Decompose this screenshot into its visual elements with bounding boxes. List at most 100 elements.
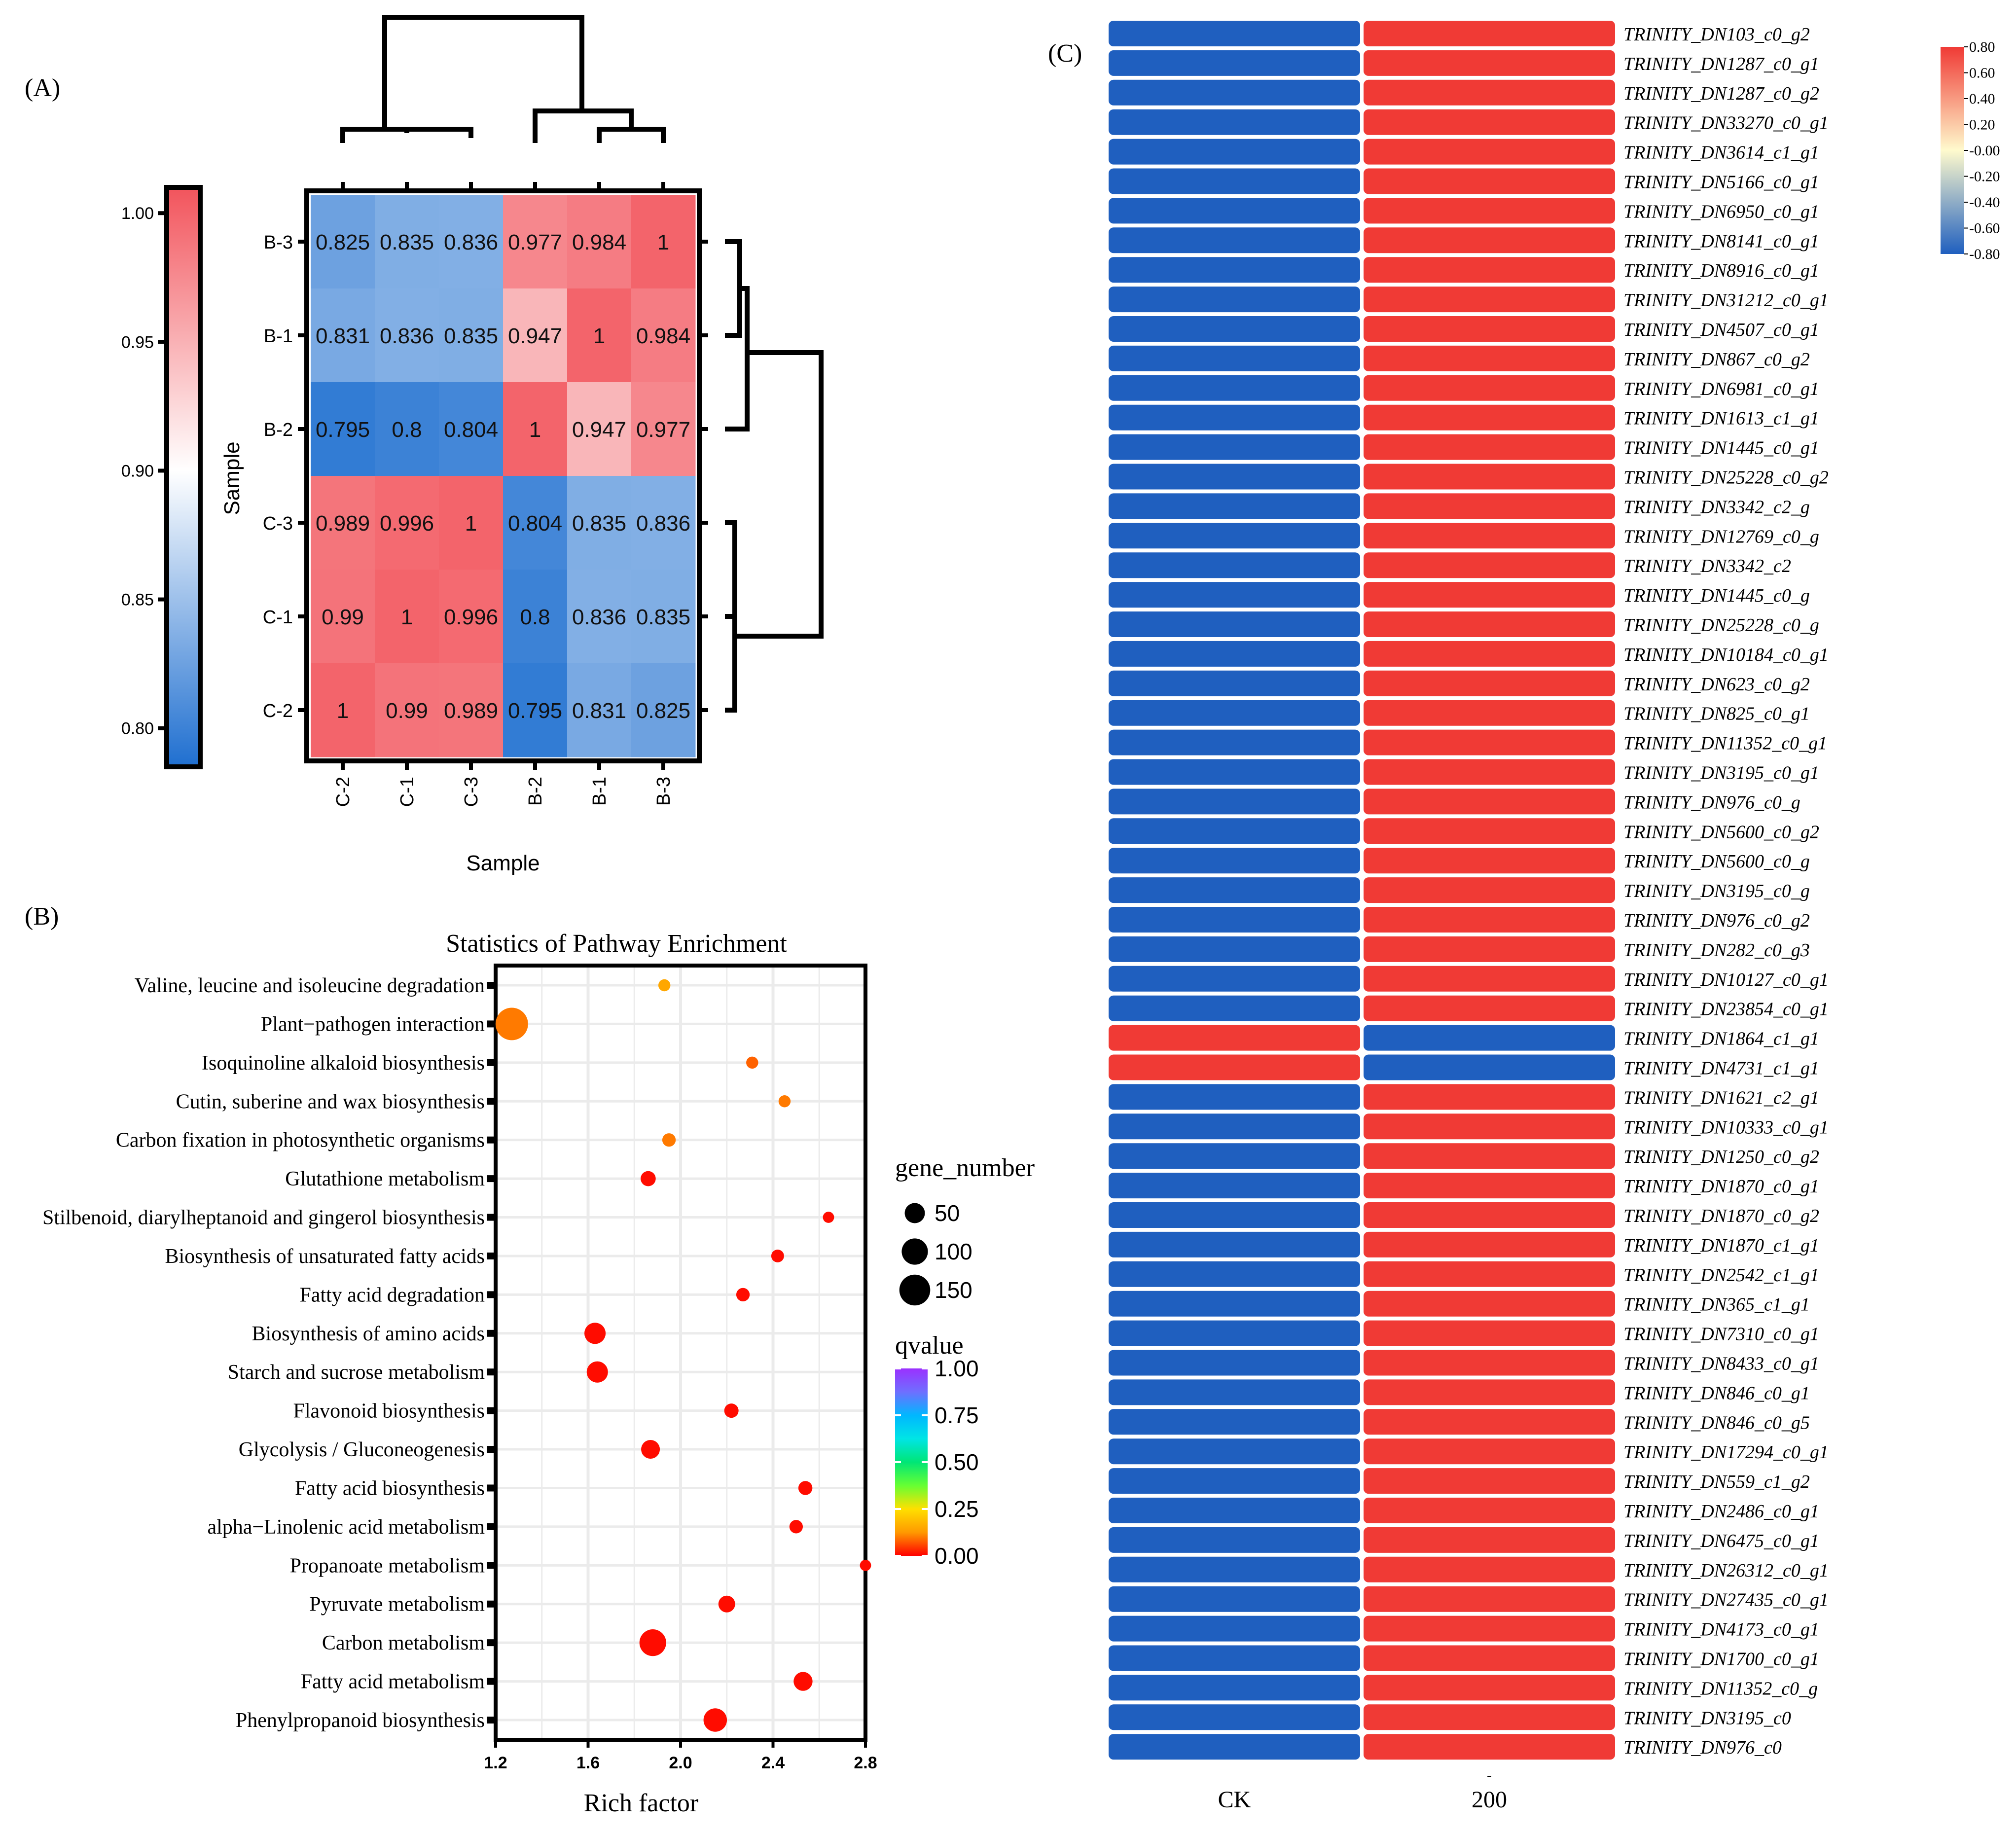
heatmap-cell (503, 288, 568, 383)
treatment-expression-cell (1364, 1113, 1615, 1140)
gene-label: TRINITY_DN1621_c2_g1 (1623, 1087, 1819, 1108)
pathway-label: Fatty acid biosynthesis (295, 1477, 485, 1500)
treatment-expression-cell (1364, 345, 1615, 371)
treatment-expression-cell (1364, 227, 1615, 253)
gene-label: TRINITY_DN4731_c1_g1 (1623, 1058, 1819, 1079)
colorbar-a-tick-label: 0.90 (121, 462, 154, 480)
heatmap-cell (631, 195, 696, 289)
pathway-label: Pyruvate metabolism (309, 1593, 485, 1616)
pathway-label: Isoquinoline alkaloid biosynthesis (202, 1052, 485, 1075)
treatment-expression-cell (1364, 1202, 1615, 1228)
gene-label: TRINITY_DN867_c0_g2 (1623, 349, 1810, 370)
heatmap-cell (631, 288, 696, 383)
heatmap-cell-value: 0.984 (636, 324, 690, 348)
colorbar-c-tick-label: -0.80 (1969, 246, 2000, 262)
col-label: B-2 (525, 777, 546, 806)
enrichment-point (495, 1007, 528, 1041)
treatment-expression-cell (1364, 552, 1615, 578)
gene-label: TRINITY_DN976_c0_g2 (1623, 910, 1810, 931)
heatmap-cell-value: 0.835 (444, 324, 498, 348)
heatmap-cell-value: 1 (529, 418, 541, 442)
heatmap-cell (375, 288, 439, 383)
size-legend-dot (904, 1203, 925, 1223)
x-axis-title: Rich factor (584, 1789, 698, 1817)
heatmap-cell-value: 0.836 (636, 511, 690, 536)
treatment-expression-cell (1364, 966, 1615, 992)
ck-expression-cell (1109, 1173, 1360, 1199)
treatment-expression-cell (1364, 50, 1615, 76)
treatment-expression-cell (1364, 1409, 1615, 1435)
size-legend-label: 100 (935, 1239, 972, 1264)
enrichment-point (641, 1171, 656, 1186)
gene-label: TRINITY_DN3342_c2_g (1623, 497, 1810, 517)
heatmap-cell (375, 663, 439, 757)
gene-label: TRINITY_DN5166_c0_g1 (1623, 172, 1819, 193)
panel-b-label: (B) (25, 902, 59, 931)
heatmap-cell-value: 0.99 (322, 605, 364, 629)
treatment-expression-cell (1364, 1645, 1615, 1671)
gene-label: TRINITY_DN33270_c0_g1 (1623, 113, 1829, 134)
ck-expression-cell (1109, 848, 1360, 874)
pathway-label: alpha−Linolenic acid metabolism (207, 1516, 485, 1539)
treatment-expression-cell (1364, 848, 1615, 874)
enrichment-point (584, 1323, 606, 1344)
treatment-expression-cell (1364, 995, 1615, 1021)
ck-expression-cell (1109, 966, 1360, 992)
colorbar-c-tick-label: -0.20 (1969, 169, 2000, 185)
gene-label: TRINITY_DN2486_c0_g1 (1623, 1501, 1819, 1522)
gene-label: TRINITY_DN10184_c0_g1 (1623, 645, 1829, 665)
heatmap-cell (439, 663, 504, 757)
treatment-expression-cell (1364, 1527, 1615, 1553)
ck-expression-cell (1109, 789, 1360, 815)
heatmap-cell (631, 570, 696, 664)
gene-label: TRINITY_DN1870_c0_g2 (1623, 1206, 1819, 1226)
heatmap-cell-value: 1 (593, 324, 605, 348)
ck-expression-cell (1109, 21, 1360, 46)
gene-label: TRINITY_DN11352_c0_g1 (1623, 733, 1827, 754)
enrichment-point (724, 1403, 739, 1418)
colorbar-a-tick-label: 0.85 (121, 591, 154, 610)
treatment-expression-cell (1364, 729, 1615, 755)
heatmap-cell-value: 1 (657, 230, 669, 254)
enrichment-point (703, 1708, 727, 1732)
heatmap-cell-value: 0.996 (380, 511, 434, 536)
ck-expression-cell (1109, 1025, 1360, 1051)
enrichment-point (793, 1672, 813, 1691)
column-tick-mark: - (1487, 1767, 1492, 1784)
heatmap-cell (311, 288, 375, 383)
ck-expression-cell (1109, 877, 1360, 903)
treatment-expression-cell (1364, 139, 1615, 165)
treatment-expression-cell (1364, 877, 1615, 903)
size-legend-title: gene_number (895, 1154, 1035, 1182)
x-tick-label: 1.6 (576, 1754, 600, 1772)
enrichment-point (860, 1559, 871, 1571)
colorbar-c-tick-label: -0.60 (1969, 220, 2000, 237)
treatment-expression-cell (1364, 582, 1615, 608)
qvalue-tick-label: 0.75 (935, 1402, 979, 1428)
gene-label: TRINITY_DN282_c0_g3 (1623, 940, 1810, 961)
gene-label: TRINITY_DN3195_c0_g1 (1623, 763, 1819, 784)
heatmap-cell (375, 476, 439, 570)
enrichment-point (586, 1361, 608, 1383)
heatmap-cell-value: 1 (465, 511, 477, 536)
treatment-expression-cell (1364, 1675, 1615, 1701)
heatmap-cell-value: 0.8 (520, 605, 550, 629)
row-dendrogram-branch (725, 286, 750, 431)
ck-expression-cell (1109, 1704, 1360, 1730)
heatmap-cell (503, 663, 568, 757)
enrichment-point (798, 1481, 813, 1495)
gene-label: TRINITY_DN5600_c0_g2 (1623, 822, 1819, 842)
ck-expression-cell (1109, 995, 1360, 1021)
treatment-expression-cell (1364, 316, 1615, 342)
gene-label: TRINITY_DN25228_c0_g (1623, 615, 1819, 636)
treatment-expression-cell (1364, 1586, 1615, 1612)
gene-label: TRINITY_DN4507_c0_g1 (1623, 320, 1819, 340)
column-dendrogram-branch (382, 15, 584, 129)
heatmap-cell-value: 0.825 (316, 230, 370, 254)
row-dendrogram-branch (735, 350, 824, 639)
treatment-expression-cell (1364, 1616, 1615, 1642)
enrichment-point (639, 1629, 666, 1656)
heatmap-cell-value: 0.984 (572, 230, 626, 254)
treatment-expression-cell (1364, 1231, 1615, 1257)
pathway-label: Starch and sucrose metabolism (228, 1361, 485, 1384)
